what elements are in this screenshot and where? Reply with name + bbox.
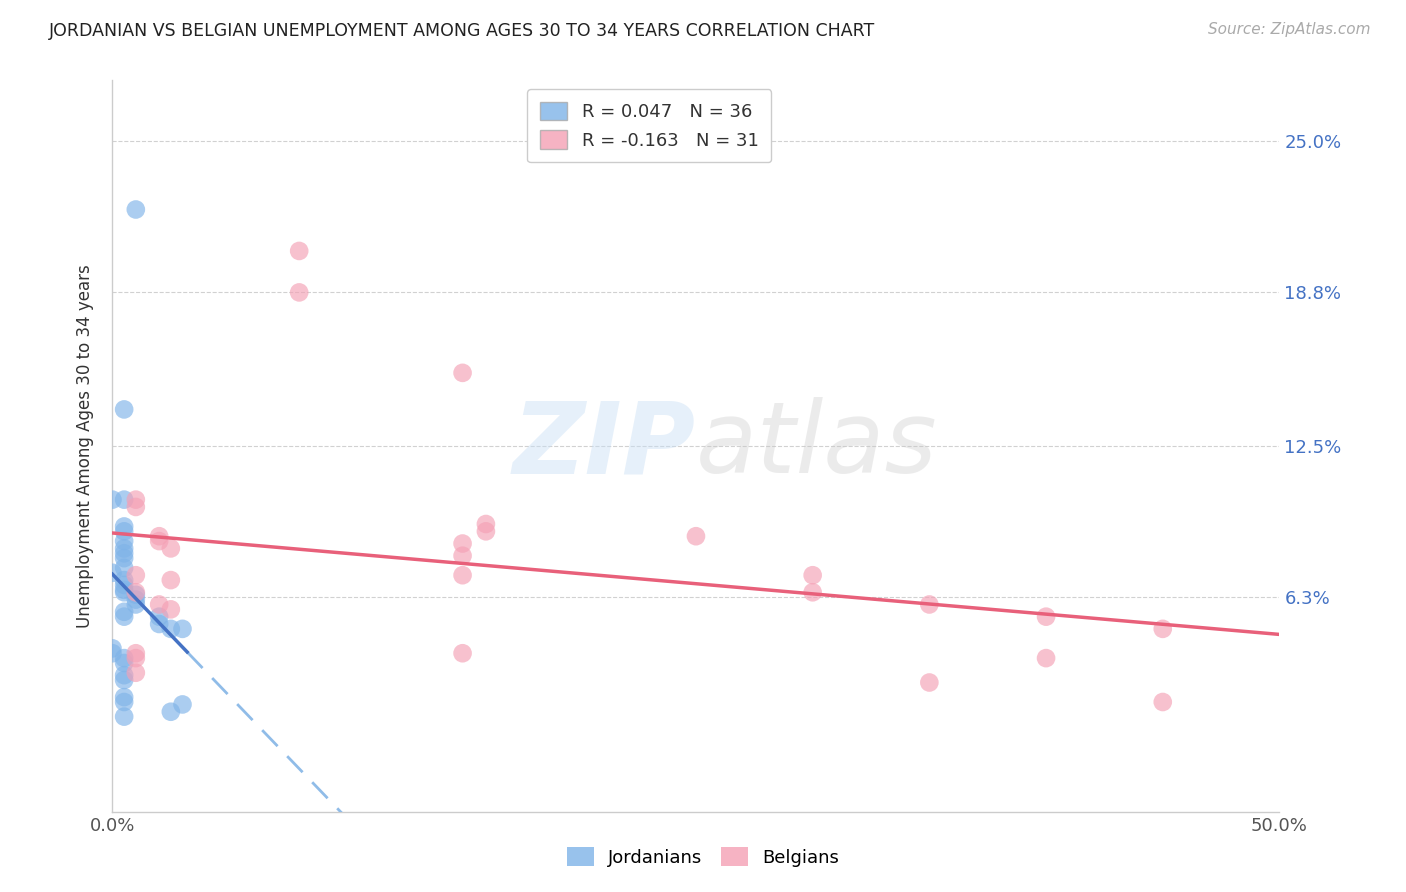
Point [125, 568, 148, 582]
Point [125, 202, 148, 217]
Point [1152, 695, 1174, 709]
Point [160, 541, 183, 556]
Point [125, 598, 148, 612]
Point [112, 402, 135, 417]
Point [148, 529, 170, 543]
Point [160, 573, 183, 587]
Point [172, 698, 194, 712]
Point [685, 529, 707, 543]
Point [125, 492, 148, 507]
Point [112, 551, 135, 566]
Point [160, 602, 183, 616]
Point [288, 285, 311, 300]
Point [112, 578, 135, 592]
Point [112, 609, 135, 624]
Point [125, 665, 148, 680]
Point [101, 646, 124, 660]
Point [112, 651, 135, 665]
Point [160, 705, 183, 719]
Text: JORDANIAN VS BELGIAN UNEMPLOYMENT AMONG AGES 30 TO 34 YEARS CORRELATION CHART: JORDANIAN VS BELGIAN UNEMPLOYMENT AMONG … [49, 22, 876, 40]
Legend: R = 0.047   N = 36, R = -0.163   N = 31: R = 0.047 N = 36, R = -0.163 N = 31 [527, 89, 770, 162]
Point [451, 536, 474, 550]
Point [101, 641, 124, 656]
Point [288, 244, 311, 258]
Point [148, 609, 170, 624]
Point [112, 534, 135, 549]
Point [112, 668, 135, 682]
Point [112, 690, 135, 705]
Point [475, 524, 498, 539]
Point [112, 582, 135, 597]
Point [125, 646, 148, 660]
Point [112, 524, 135, 539]
Point [112, 492, 135, 507]
Point [801, 568, 824, 582]
Point [125, 585, 148, 599]
Point [112, 546, 135, 560]
Point [148, 598, 170, 612]
Point [112, 519, 135, 533]
Point [451, 646, 474, 660]
Point [125, 588, 148, 602]
Point [112, 541, 135, 556]
Point [475, 516, 498, 531]
Point [918, 598, 941, 612]
Point [1035, 651, 1057, 665]
Point [112, 573, 135, 587]
Point [112, 695, 135, 709]
Legend: Jordanians, Belgians: Jordanians, Belgians [560, 840, 846, 874]
Point [112, 656, 135, 670]
Point [172, 622, 194, 636]
Point [148, 617, 170, 632]
Y-axis label: Unemployment Among Ages 30 to 34 years: Unemployment Among Ages 30 to 34 years [76, 264, 94, 628]
Point [101, 566, 124, 580]
Point [125, 500, 148, 514]
Point [112, 673, 135, 687]
Point [1035, 609, 1057, 624]
Point [801, 585, 824, 599]
Point [125, 592, 148, 607]
Point [125, 651, 148, 665]
Point [451, 549, 474, 563]
Point [451, 568, 474, 582]
Point [112, 605, 135, 619]
Point [101, 492, 124, 507]
Point [160, 622, 183, 636]
Point [148, 534, 170, 549]
Point [112, 561, 135, 575]
Text: Source: ZipAtlas.com: Source: ZipAtlas.com [1208, 22, 1371, 37]
Point [918, 675, 941, 690]
Point [451, 366, 474, 380]
Text: atlas: atlas [696, 398, 938, 494]
Point [112, 585, 135, 599]
Point [1152, 622, 1174, 636]
Text: ZIP: ZIP [513, 398, 696, 494]
Point [112, 709, 135, 723]
